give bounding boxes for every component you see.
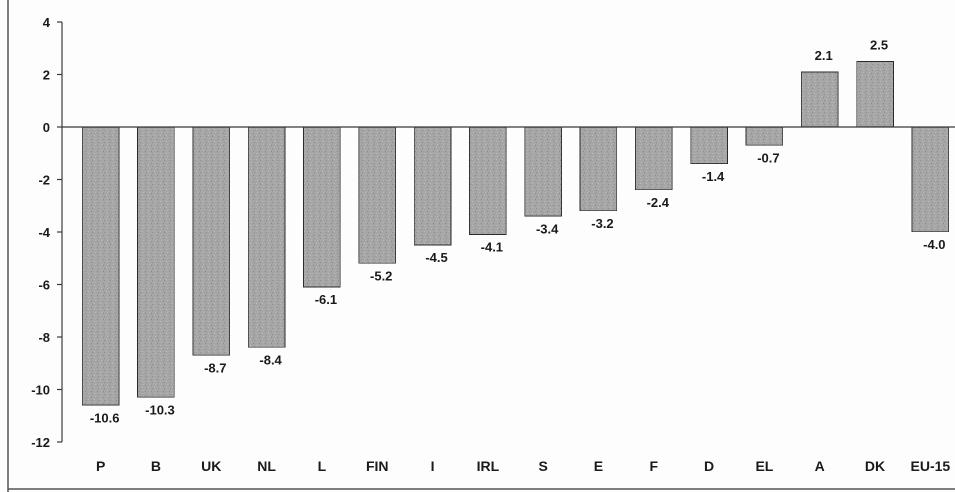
bar-p (81, 126, 120, 406)
bar-eu-15 (911, 126, 950, 233)
data-label: -0.7 (757, 150, 779, 165)
y-tick-label: -2 (38, 173, 50, 188)
category-label: EU-15 (911, 458, 951, 474)
bar-i (413, 126, 452, 246)
bar-f (634, 126, 673, 191)
data-label: -8.4 (259, 353, 282, 368)
data-label: 2.1 (815, 48, 833, 63)
data-label: -3.4 (536, 221, 559, 236)
bar-b (136, 126, 176, 398)
y-tick-label: -6 (38, 278, 50, 293)
y-tick-label: -10 (31, 383, 50, 398)
data-label: -4.1 (481, 240, 503, 255)
data-label: -4.5 (425, 250, 447, 265)
category-label: B (151, 458, 161, 474)
category-label: EL (755, 458, 773, 474)
data-label: -5.2 (370, 269, 392, 284)
bars (81, 60, 950, 406)
data-label: 2.5 (870, 37, 888, 52)
data-label: -6.1 (315, 292, 337, 307)
y-tick-label: -12 (31, 435, 50, 450)
category-label: IRL (477, 458, 500, 474)
category-label: F (650, 458, 659, 474)
category-label: I (431, 458, 435, 474)
y-tick-label: -4 (38, 225, 50, 240)
category-label: P (96, 458, 105, 474)
category-label: L (318, 458, 327, 474)
category-label: FIN (366, 458, 389, 474)
data-label: -10.6 (90, 410, 120, 425)
bar-l (302, 126, 342, 288)
data-labels: -10.6 -10.3 -8.7 -8.4 -6.1 -5.2 -4.5 -4.1 -3.4 -3… (90, 37, 946, 425)
data-label: -2.4 (647, 195, 670, 210)
bar-e (579, 126, 618, 212)
data-label: -4.0 (923, 237, 945, 252)
category-label: UK (201, 458, 221, 474)
category-label: DK (865, 458, 885, 474)
category-label: NL (257, 458, 276, 474)
category-label: S (538, 458, 547, 474)
x-axis: P B UK NL L FIN I IRL S E F D EL A DK EU-15 (62, 126, 955, 474)
bar-nl (247, 126, 286, 349)
bar-el (745, 126, 784, 146)
y-tick-label: 2 (43, 68, 50, 83)
category-label: E (594, 458, 603, 474)
bar-uk (192, 126, 231, 356)
category-label: A (815, 458, 825, 474)
bar-irl (468, 126, 507, 236)
y-axis: 4 2 0 -2 -4 -6 -8 -10 -12 (31, 15, 63, 450)
data-label: -3.2 (591, 216, 613, 231)
data-label: -1.4 (702, 169, 725, 184)
y-tick-label: 4 (43, 15, 51, 30)
bar-fin (358, 126, 397, 265)
bar-d (689, 126, 729, 165)
data-label: -8.7 (204, 360, 226, 375)
y-tick-label: -8 (38, 330, 50, 345)
bar-dk (855, 60, 895, 128)
category-label: D (704, 458, 714, 474)
bar-s (524, 126, 563, 217)
bar-a (800, 71, 839, 128)
data-label: -10.3 (145, 402, 175, 417)
y-tick-label: 0 (43, 120, 50, 135)
